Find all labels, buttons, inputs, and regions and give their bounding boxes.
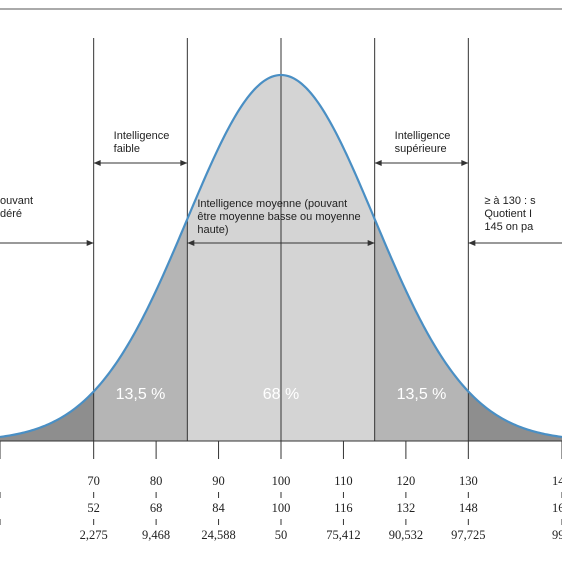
percent-label-1: 68 %	[263, 386, 299, 403]
category-label-line: ≥ à 130 : s	[484, 195, 536, 207]
region-boundary-lines	[93, 38, 469, 441]
tick-label: 100	[272, 474, 291, 488]
tick-label: 9,468	[142, 528, 170, 542]
tick-label: 24,588	[201, 528, 235, 542]
percent-label-2: 13,5 %	[397, 386, 447, 403]
category-label-left-partial: ouvant déré	[0, 195, 33, 220]
category-label-line: supérieure	[395, 143, 447, 155]
bell-curve	[0, 73, 562, 439]
tick-label: 116	[334, 501, 352, 515]
tick-label: 120	[397, 474, 416, 488]
arrow-faible	[93, 160, 188, 166]
tick-label: 84	[212, 501, 225, 515]
tick-label: 68	[150, 501, 163, 515]
region-4	[468, 391, 562, 441]
tick-label: 80	[150, 474, 163, 488]
category-label-line: ouvant	[0, 195, 33, 207]
tick-label: 110	[334, 474, 352, 488]
tick-label: 75,412	[326, 528, 360, 542]
tick-label: 97,725	[451, 528, 485, 542]
arrow-moyenne	[187, 240, 375, 246]
category-label-line: faible	[114, 143, 140, 155]
tick-label: 52	[87, 501, 100, 515]
tick-label: 90	[212, 474, 225, 488]
arrow-right-partial	[468, 240, 562, 246]
tick-label: 100	[272, 501, 291, 515]
arrow-superieure	[374, 160, 469, 166]
category-label-superieure: Intelligence supérieure	[395, 130, 451, 155]
category-label-line: Quotient I	[484, 208, 532, 220]
tick-label: 132	[397, 501, 416, 515]
tick-label: 99,	[552, 528, 562, 542]
tick-label: 14	[552, 474, 562, 488]
tick-label: 130	[459, 474, 478, 488]
category-label-line: haute)	[197, 224, 228, 236]
percent-labels: 13,5 % 68 % 13,5 %	[116, 386, 447, 403]
category-label-line: 145 on pa	[484, 221, 534, 233]
x-axis-ticks: 70 80 90 100 110 120 130 14 52 68 84 100 116 132 148 16…	[0, 441, 562, 542]
tick-label: 16	[552, 501, 562, 515]
percent-label-0: 13,5 %	[116, 386, 166, 403]
tick-label: 50	[275, 528, 288, 542]
category-label-line: Intelligence	[114, 130, 170, 142]
category-label-line: être moyenne basse ou moyenne	[197, 211, 360, 223]
shaded-regions	[0, 75, 562, 441]
range-arrows	[0, 160, 562, 246]
category-label-line: déré	[0, 208, 22, 220]
category-label-moyenne: Intelligence moyenne (pouvant être moyenn…	[197, 198, 360, 236]
category-label-line: Intelligence	[395, 130, 451, 142]
tick-label: 90,532	[389, 528, 423, 542]
category-label-right-partial: ≥ à 130 : s Quotient I 145 on pa	[484, 195, 536, 233]
region-0	[0, 391, 94, 441]
category-label-line: Intelligence moyenne (pouvant	[197, 198, 347, 210]
tick-label: 70	[87, 474, 100, 488]
category-label-faible: Intelligence faible	[114, 130, 170, 155]
arrow-left-partial	[0, 240, 94, 246]
tick-label: 148	[459, 501, 478, 515]
tick-label: 2,275	[80, 528, 108, 542]
